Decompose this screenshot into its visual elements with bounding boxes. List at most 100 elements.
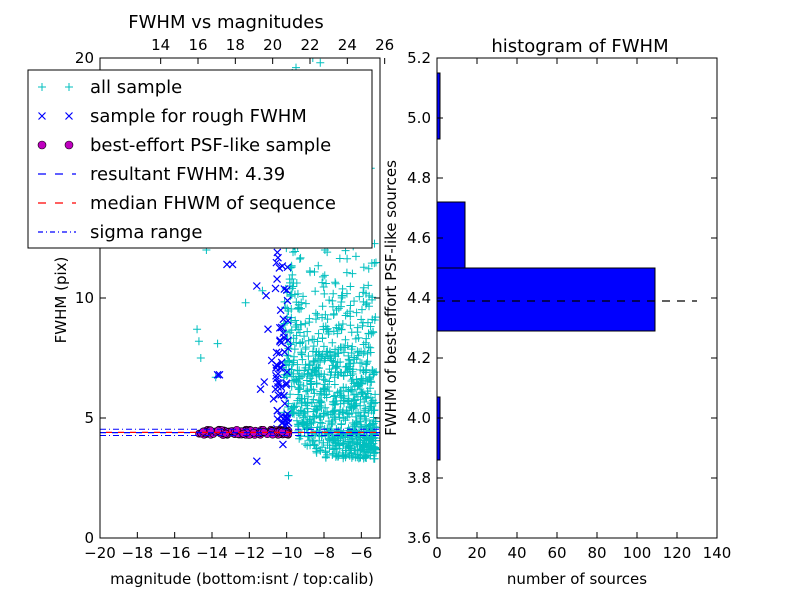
rough-fwhm-point	[272, 258, 281, 267]
all-sample-point	[304, 352, 313, 361]
all-sample-point	[360, 406, 369, 415]
all-sample-point	[349, 359, 358, 368]
all-sample-point	[362, 366, 371, 375]
legend-label: best-effort PSF-like sample	[90, 135, 331, 156]
rough-fwhm-point	[223, 260, 231, 269]
all-sample-point	[362, 300, 371, 309]
all-sample-point	[338, 320, 347, 329]
all-sample-point	[339, 383, 348, 392]
all-sample-point	[334, 304, 343, 313]
all-sample-point	[366, 348, 375, 357]
all-sample-point	[361, 415, 370, 424]
all-sample-point	[369, 328, 378, 337]
all-sample-point	[341, 311, 350, 320]
all-sample-point	[370, 368, 379, 377]
all-sample-point	[293, 360, 302, 369]
all-sample-point	[350, 445, 359, 454]
series-all-sample	[193, 58, 380, 480]
all-sample-point	[328, 338, 337, 347]
all-sample-point	[351, 252, 360, 261]
rough-fwhm-point	[284, 316, 292, 325]
all-sample-point	[364, 264, 373, 273]
all-sample-point	[325, 387, 334, 396]
all-sample-point	[286, 390, 295, 399]
legend-entry: sigma range	[38, 222, 202, 243]
all-sample-point	[287, 290, 296, 299]
all-sample-point	[302, 387, 311, 396]
x-tick-label: 60	[547, 544, 566, 562]
all-sample-point	[325, 436, 334, 445]
all-sample-point	[315, 398, 324, 407]
y-tick-label: 5.0	[407, 109, 431, 127]
rough-fwhm-point	[279, 440, 287, 449]
all-sample-point	[288, 282, 297, 291]
all-sample-point	[344, 394, 353, 403]
all-sample-point	[338, 439, 347, 448]
legend-entry: resultant FWHM: 4.39	[38, 164, 285, 185]
top-x-tick-label: 24	[338, 36, 357, 54]
y-tick-label: 4.4	[407, 289, 431, 307]
all-sample-point	[366, 343, 375, 352]
all-sample-point	[359, 349, 368, 358]
all-sample-point	[343, 341, 352, 350]
all-sample-point	[331, 278, 340, 287]
all-sample-point	[298, 355, 307, 364]
all-sample-point	[334, 345, 343, 354]
scatter-y-axis-label: FWHM (pix)	[52, 257, 70, 344]
all-sample-point	[321, 447, 330, 456]
all-sample-point	[369, 415, 378, 424]
all-sample-point	[364, 329, 373, 338]
x-tick-label: −8	[313, 544, 335, 562]
all-sample-point	[305, 361, 314, 370]
all-sample-point	[323, 248, 332, 257]
all-sample-point	[330, 380, 339, 389]
y-tick-label: 4.6	[407, 229, 431, 247]
all-sample-point	[314, 363, 323, 372]
top-x-tick-label: 18	[226, 36, 245, 54]
all-sample-point	[341, 335, 350, 344]
all-sample-point	[287, 382, 296, 391]
all-sample-point	[241, 298, 250, 307]
x-tick-label: −16	[159, 544, 191, 562]
all-sample-point	[321, 403, 330, 412]
all-sample-point	[331, 391, 340, 400]
x-tick-label: 20	[467, 544, 486, 562]
all-sample-point	[322, 325, 331, 334]
all-sample-point	[329, 289, 338, 298]
all-sample-point	[320, 271, 329, 280]
rough-fwhm-point	[276, 337, 284, 346]
all-sample-point	[317, 389, 326, 398]
all-sample-point	[371, 398, 380, 407]
all-sample-point	[295, 385, 304, 394]
histogram-title: histogram of FWHM	[491, 36, 668, 57]
all-sample-point	[314, 261, 323, 270]
rough-fwhm-point	[282, 379, 291, 388]
all-sample-point	[371, 445, 380, 454]
all-sample-point	[322, 393, 331, 402]
rough-fwhm-point	[252, 457, 261, 466]
all-sample-point	[196, 354, 205, 362]
all-sample-point	[369, 406, 378, 415]
all-sample-point	[301, 299, 310, 308]
all-sample-point	[372, 423, 380, 432]
x-tick-label: 100	[623, 544, 652, 562]
all-sample-point	[346, 307, 355, 316]
histogram-bar	[436, 201, 466, 269]
psf-like-point	[239, 429, 248, 438]
all-sample-point	[361, 338, 370, 347]
rough-fwhm-point	[271, 284, 280, 293]
legend-box	[27, 69, 373, 249]
all-sample-point	[365, 374, 374, 383]
all-sample-point	[328, 296, 337, 305]
all-sample-point	[335, 254, 344, 263]
all-sample-point	[290, 345, 299, 354]
y-tick-label: 20	[75, 49, 94, 67]
all-sample-point	[370, 449, 379, 458]
x-tick-label: 40	[507, 544, 526, 562]
all-sample-point	[297, 418, 306, 427]
all-sample-point	[292, 278, 301, 287]
all-sample-point	[310, 389, 319, 398]
all-sample-point	[296, 406, 305, 415]
all-sample-point	[284, 351, 293, 360]
all-sample-point	[322, 279, 331, 288]
